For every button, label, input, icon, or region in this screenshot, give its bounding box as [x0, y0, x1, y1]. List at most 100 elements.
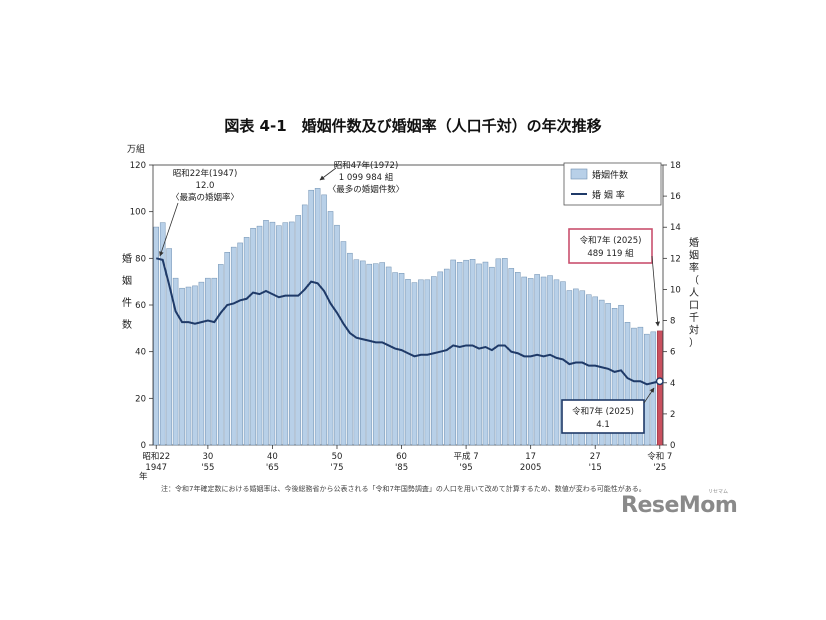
y-left-tick-label: 80 [135, 254, 146, 264]
chart-title: 図表 4-1 婚姻件数及び婚姻率（人口千対）の年次推移 [224, 117, 601, 135]
annotation-peak-count-arrow [319, 167, 337, 181]
bar-1959 [230, 246, 237, 446]
x-axis-suffix: 年 [139, 471, 148, 482]
right-axis-label-char: （ [689, 275, 699, 287]
resemom-logo: ReseMom リセマム [621, 489, 738, 518]
bar-1981 [372, 263, 379, 446]
bar-2025 [657, 330, 663, 446]
bar-2005 [527, 278, 534, 446]
x-tick-label-year: '65 [266, 463, 279, 473]
x-tick-label-era: 令和 7 [647, 451, 672, 462]
annotation-peak-count-line2: 1 099 984 組 [339, 172, 394, 183]
bar-2010 [560, 281, 566, 446]
bar-1979 [360, 260, 366, 446]
annotation-latest-count: 令和7年 (2025) 489 119 組 [568, 228, 661, 327]
y-right-tick-label: 10 [670, 285, 681, 295]
bar-2016 [598, 299, 605, 446]
right-axis-label-char: ） [689, 337, 699, 349]
right-axis-label-char: 率 [689, 261, 699, 274]
bar-2003 [514, 272, 521, 446]
y-right-tick-label: 4 [670, 379, 675, 389]
resemom-logo-subtext: リセマム [708, 489, 728, 495]
bar-1953 [192, 285, 198, 446]
annotation-latest-rate-line2: 4.1 [596, 420, 610, 430]
bar-1984 [392, 272, 398, 446]
left-axis-label-char: 姻 [122, 274, 132, 287]
bar-2012 [573, 288, 579, 446]
annotation-latest-rate-line1: 令和7年 (2025) [572, 406, 634, 417]
bar-1980 [366, 263, 373, 446]
legend-line-label: 婚 姻 率 [592, 189, 625, 201]
y-right-tick-label: 12 [670, 254, 681, 264]
x-tick-label-era: 平成 7 [454, 451, 479, 462]
bar-2013 [579, 290, 586, 446]
annotation-latest-count-line2: 489 119 組 [587, 248, 634, 259]
bar-1969 [295, 215, 302, 446]
legend: 婚姻件数 婚 姻 率 [563, 162, 662, 206]
bar-1985 [398, 273, 405, 446]
x-tick-label-year: '75 [330, 463, 343, 473]
bar-2019 [618, 304, 624, 446]
right-axis-label-char: 口 [689, 301, 699, 312]
left-axis-label-char: 件 [122, 297, 132, 309]
annotation-peak-rate-arrow [159, 202, 179, 257]
bar-1988 [418, 279, 424, 446]
annotation-latest-count-line1: 令和7年 (2025) [580, 235, 642, 246]
bar-1968 [289, 221, 295, 446]
x-tick-label-era: 40 [267, 452, 278, 462]
bar-1997 [476, 263, 482, 446]
y-left-tick-label: 0 [141, 441, 146, 451]
bar-1976 [340, 241, 347, 446]
bar-2001 [502, 258, 508, 446]
bar-1949 [166, 248, 172, 446]
bar-1954 [198, 281, 205, 446]
bar-1992 [443, 268, 450, 446]
bar-1961 [243, 237, 250, 446]
bar-2007 [540, 276, 547, 446]
legend-bar-label: 婚姻件数 [592, 169, 628, 181]
bar-1973 [321, 194, 327, 446]
bar-2021 [631, 327, 637, 446]
bar-1958 [224, 252, 231, 446]
bar-1963 [256, 225, 263, 446]
right-axis-label: 婚姻率（人口千対） [689, 236, 699, 349]
left-unit: 万組 [127, 143, 145, 155]
bar-1972 [314, 188, 321, 446]
y-right-tick-label: 6 [670, 348, 675, 358]
resemom-logo-text: ReseMom [621, 493, 737, 518]
x-tick-label-era: 17 [525, 452, 536, 462]
bar-1993 [450, 259, 456, 446]
bar-1995 [463, 259, 469, 446]
bar-1982 [379, 262, 385, 446]
bar-1970 [301, 204, 308, 446]
bar-1974 [327, 211, 334, 446]
bar-2004 [521, 276, 527, 446]
left-axis-label-char: 数 [122, 318, 132, 331]
bar-2022 [637, 326, 644, 446]
bar-2006 [534, 274, 540, 446]
annotation-peak-rate-line3: 〈最高の婚姻率〉 [171, 192, 239, 203]
bar-1957 [218, 264, 224, 446]
legend-bar-swatch [570, 168, 588, 180]
bar-2014 [585, 294, 592, 446]
bar-2018 [611, 308, 618, 446]
rate-line [155, 257, 661, 386]
right-axis-label-char: 姻 [689, 249, 699, 262]
y-right-tick-label: 8 [670, 317, 675, 327]
bar-1955 [205, 277, 211, 446]
annotation-peak-count: 昭和47年(1972) 1 099 984 組 〈最多の婚姻件数〉 [319, 160, 404, 195]
bar-1951 [179, 287, 185, 446]
annotation-latest-count-box [568, 228, 653, 264]
x-tick-label-year: '85 [395, 463, 408, 473]
y-right-tick-label: 2 [670, 410, 675, 420]
bar-1989 [424, 279, 431, 446]
bar-2002 [508, 268, 515, 446]
left-axis-label: 婚姻件数 [122, 252, 132, 331]
bar-1950 [172, 277, 179, 446]
x-tick-label-era: 50 [332, 452, 343, 462]
y-left-tick-label: 100 [130, 208, 146, 218]
annotation-latest-rate-arrow [643, 387, 655, 404]
bar-1986 [405, 279, 411, 446]
